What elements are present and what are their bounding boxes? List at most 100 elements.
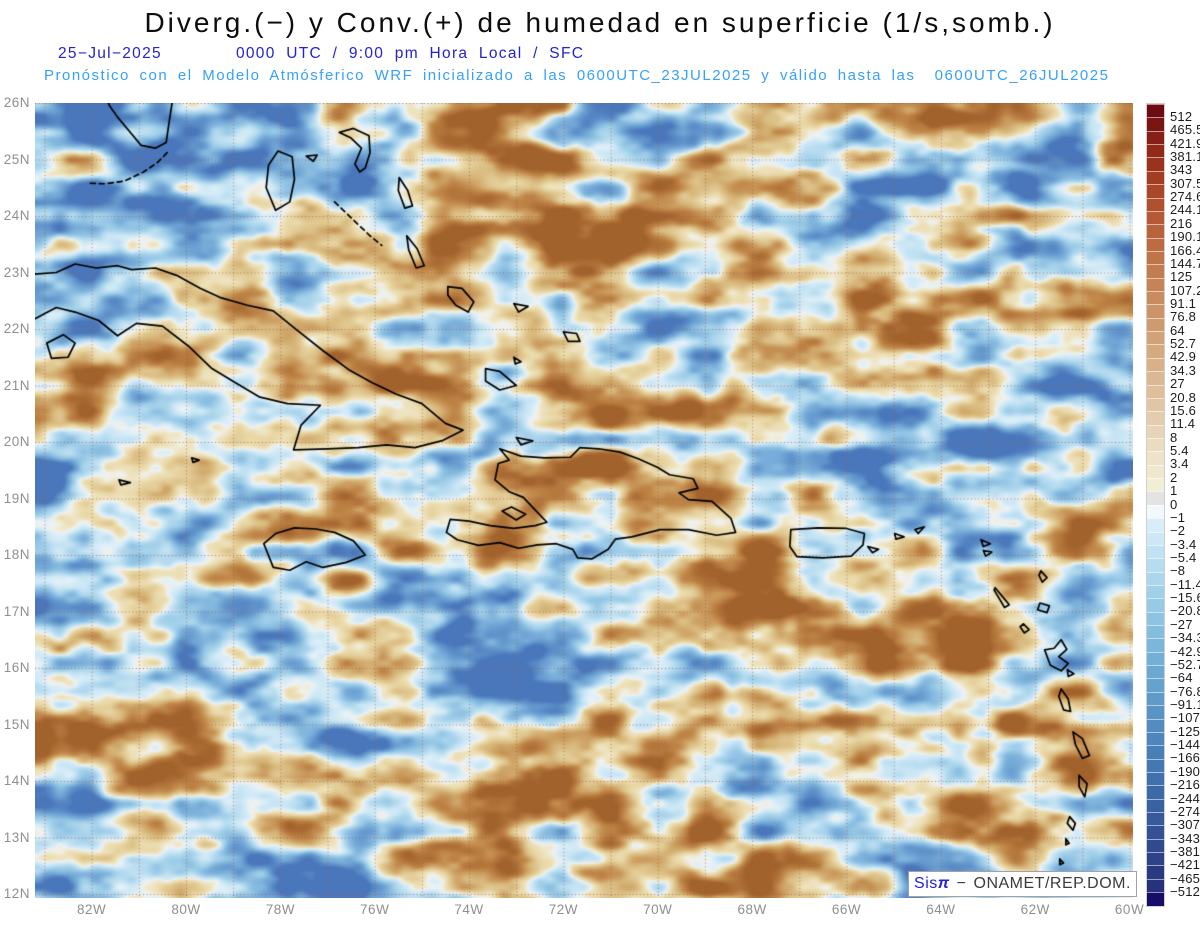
- colorbar-segment: [1147, 531, 1164, 545]
- colorbar-segment: [1147, 705, 1164, 719]
- colorbar-label: −125: [1170, 723, 1200, 739]
- forecast-note: Pronóstico con el Modelo Atmósferico WRF…: [44, 67, 1110, 84]
- colorbar-label: 20.8: [1170, 389, 1197, 405]
- colorbar-segment: [1147, 357, 1164, 372]
- lon-label: 72W: [548, 902, 579, 917]
- colorbar-label: −11.4: [1170, 576, 1200, 592]
- colorbar-label: −421: [1170, 857, 1200, 873]
- colorbar-segment: [1147, 651, 1164, 666]
- colorbar-label: 343: [1170, 162, 1193, 178]
- colorbar-label: 52.7: [1170, 336, 1197, 352]
- colorbar-label: 216: [1170, 215, 1193, 231]
- colorbar-segment: [1147, 424, 1164, 438]
- lat-label: 17N: [3, 603, 30, 619]
- colorbar-segment: [1147, 611, 1164, 626]
- lon-label: 70W: [643, 902, 673, 917]
- colorbar-segment: [1147, 277, 1164, 292]
- colorbar-label: 11.4: [1170, 416, 1196, 432]
- colorbar-label: 91.1: [1170, 296, 1197, 311]
- colorbar-label: −307: [1170, 817, 1200, 833]
- lat-label: 23N: [3, 264, 30, 280]
- colorbar-label: −216: [1170, 777, 1200, 793]
- lon-label: 60W: [1114, 902, 1145, 917]
- colorbar-segment: [1147, 130, 1164, 145]
- colorbar-label: −27: [1170, 616, 1193, 632]
- lon-label: 64W: [926, 902, 956, 917]
- colorbar-segment: [1147, 558, 1164, 572]
- colorbar-segment: [1147, 237, 1164, 251]
- colorbar-label: 274.6: [1170, 189, 1200, 205]
- colorbar-segment: [1147, 731, 1164, 746]
- colorbar-segment: [1147, 170, 1164, 185]
- colorbar-label: 190.1: [1170, 229, 1200, 245]
- lat-label: 26N: [3, 95, 30, 110]
- watermark-pi-symbol: π: [937, 875, 950, 892]
- colorbar-segment: [1147, 437, 1164, 452]
- colorbar-segment: [1147, 758, 1164, 772]
- colorbar-label: −144: [1170, 737, 1200, 753]
- colorbar-segment: [1147, 117, 1164, 131]
- valid-time-text: 0000 UTC / 9:00 pm Hora Local / SFC: [235, 45, 585, 62]
- colorbar-label: 144.7: [1170, 255, 1200, 271]
- colorbar-segment: [1147, 598, 1164, 612]
- colorbar-label: −2: [1170, 523, 1186, 539]
- colorbar-segment: [1147, 451, 1164, 465]
- lat-label: 25N: [3, 151, 30, 167]
- colorbar-segment: [1147, 144, 1164, 158]
- colorbar-segment: [1147, 250, 1164, 265]
- colorbar: [1146, 103, 1165, 907]
- colorbar-label: −512: [1170, 884, 1200, 900]
- colorbar-segment: [1147, 264, 1164, 278]
- date-text: 25−Jul−2025: [58, 45, 162, 62]
- colorbar-segment: [1147, 785, 1164, 799]
- colorbar-label: 76.8: [1170, 309, 1197, 325]
- colorbar-segment: [1147, 878, 1164, 893]
- colorbar-label: 27: [1170, 376, 1185, 392]
- colorbar-segment: [1147, 304, 1164, 318]
- colorbar-segment: [1147, 317, 1164, 332]
- colorbar-label: −42.9: [1170, 643, 1200, 659]
- colorbar-label: 512: [1170, 108, 1193, 124]
- colorbar-label: −166: [1170, 750, 1200, 766]
- colorbar-segment: [1147, 544, 1164, 559]
- colorbar-segment: [1147, 384, 1164, 398]
- lon-label: 76W: [360, 902, 390, 917]
- colorbar-segment: [1147, 852, 1164, 866]
- lat-label: 15N: [3, 716, 30, 732]
- colorbar-label: 0: [1170, 496, 1178, 512]
- datetime-line: 25−Jul−2025 0000 UTC / 9:00 pm Hora Local…: [58, 45, 584, 63]
- lon-label: 74W: [454, 902, 484, 917]
- colorbar-label: −190: [1170, 763, 1200, 779]
- colorbar-label: 5.4: [1170, 443, 1189, 459]
- colorbar-label: −52.7: [1170, 656, 1200, 672]
- watermark-separator: −: [956, 875, 967, 892]
- colorbar-segment: [1147, 892, 1164, 906]
- colorbar-label: 307.5: [1170, 175, 1200, 191]
- colorbar-segment: [1147, 504, 1164, 519]
- colorbar-label: 244.1: [1170, 202, 1200, 218]
- colorbar-label: −5.4: [1170, 549, 1197, 565]
- colorbar-label: −381: [1170, 844, 1200, 860]
- colorbar-label: −34.3: [1170, 630, 1200, 646]
- colorbar-label: 107.2: [1170, 282, 1200, 298]
- colorbar-segment: [1147, 478, 1164, 492]
- colorbar-segment: [1147, 464, 1164, 479]
- lat-label: 14N: [3, 773, 30, 788]
- colorbar-segment: [1147, 197, 1164, 211]
- colorbar-label: 8: [1170, 429, 1178, 445]
- lat-label: 20N: [3, 434, 30, 449]
- watermark-brand: Sis: [914, 875, 938, 892]
- colorbar-segment: [1147, 224, 1164, 238]
- colorbar-label: −343: [1170, 830, 1200, 846]
- colorbar-label: 125: [1170, 269, 1193, 285]
- map-canvas: [35, 103, 1133, 898]
- colorbar-label: −274: [1170, 803, 1200, 819]
- colorbar-label: 465.5: [1170, 122, 1200, 138]
- colorbar-segment: [1147, 584, 1164, 599]
- lat-label: 19N: [3, 490, 30, 506]
- colorbar-segment: [1147, 771, 1164, 786]
- colorbar-segment: [1147, 745, 1164, 759]
- colorbar-segment: [1147, 184, 1164, 198]
- lat-label: 12N: [3, 886, 30, 901]
